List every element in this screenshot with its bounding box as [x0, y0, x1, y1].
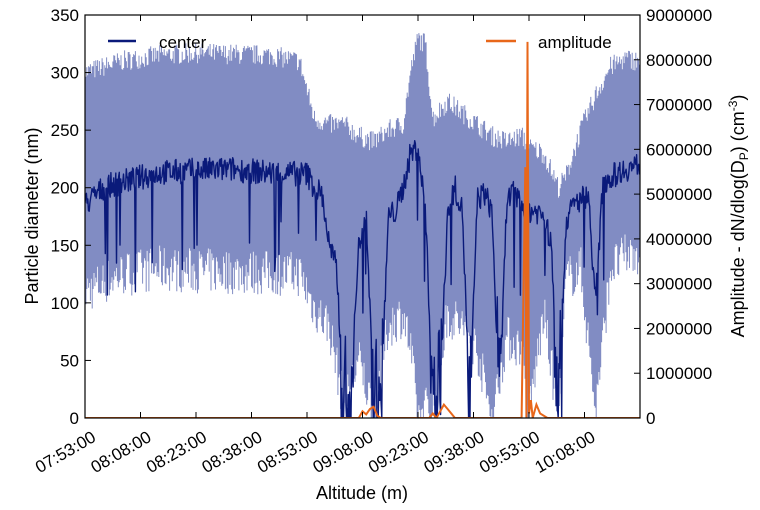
- x-axis-title: Altitude (m): [316, 483, 408, 503]
- y-axis-right-title: Amplitude - dN/dlog(DP) (cm-3): [726, 95, 751, 338]
- y-left-tick-label: 250: [51, 121, 79, 140]
- y-right-tick-label: 2000000: [646, 319, 712, 338]
- y-axis-left-title: Particle diameter (nm): [22, 127, 42, 304]
- y-axis-right: 0 1000000 2000000 3000000 4000000 5000000 6000…: [634, 6, 712, 428]
- y-axis-right-title-tail: ) (cm: [728, 111, 748, 152]
- y-right-tick-label: 1000000: [646, 364, 712, 383]
- y-left-tick-label: 100: [51, 294, 79, 313]
- y-right-tick-label: 5000000: [646, 185, 712, 204]
- y-right-tick-label: 3000000: [646, 275, 712, 294]
- y-right-tick-label: 0: [646, 409, 655, 428]
- legend-center: center: [108, 33, 207, 52]
- y-right-tick-label: 9000000: [646, 6, 712, 25]
- y-axis-right-title-sub: P: [737, 152, 751, 160]
- x-tick-label: 08:08:00: [88, 427, 155, 477]
- y-left-tick-label: 300: [51, 64, 79, 83]
- x-tick-label: 08:23:00: [143, 427, 210, 477]
- x-tick-label: 10:08:00: [532, 427, 599, 477]
- y-left-tick-label: 200: [51, 179, 79, 198]
- x-tick-label: 09:08:00: [310, 427, 377, 477]
- x-tick-label: 09:23:00: [365, 427, 432, 477]
- y-left-tick-label: 0: [70, 409, 79, 428]
- legend-amplitude-label: amplitude: [538, 33, 612, 52]
- y-axis-right-title-close: ): [728, 95, 748, 101]
- y-left-tick-label: 50: [60, 351, 79, 370]
- legend-amplitude: amplitude: [486, 33, 612, 52]
- legend-center-label: center: [159, 33, 207, 52]
- x-tick-label: 08:38:00: [199, 427, 266, 477]
- x-tick-label: 09:53:00: [476, 427, 543, 477]
- y-axis-right-title-sup: -3: [726, 100, 740, 111]
- x-tick-label: 09:38:00: [421, 427, 488, 477]
- series-amplitude: [85, 41, 640, 418]
- y-left-tick-label: 350: [51, 6, 79, 25]
- y-right-tick-label: 7000000: [646, 96, 712, 115]
- y-left-tick-label: 150: [51, 236, 79, 255]
- y-axis-left: 0 50 100 150 200 250 300 350: [51, 6, 91, 428]
- y-right-tick-label: 4000000: [646, 230, 712, 249]
- y-axis-right-title-main: Amplitude - dN/dlog(D: [728, 160, 748, 337]
- x-tick-label: 07:53:00: [32, 427, 99, 477]
- plot-area: [85, 33, 640, 418]
- y-right-tick-label: 8000000: [646, 51, 712, 70]
- y-right-tick-label: 6000000: [646, 140, 712, 159]
- series-center: [85, 140, 640, 418]
- x-tick-label: 08:53:00: [254, 427, 321, 477]
